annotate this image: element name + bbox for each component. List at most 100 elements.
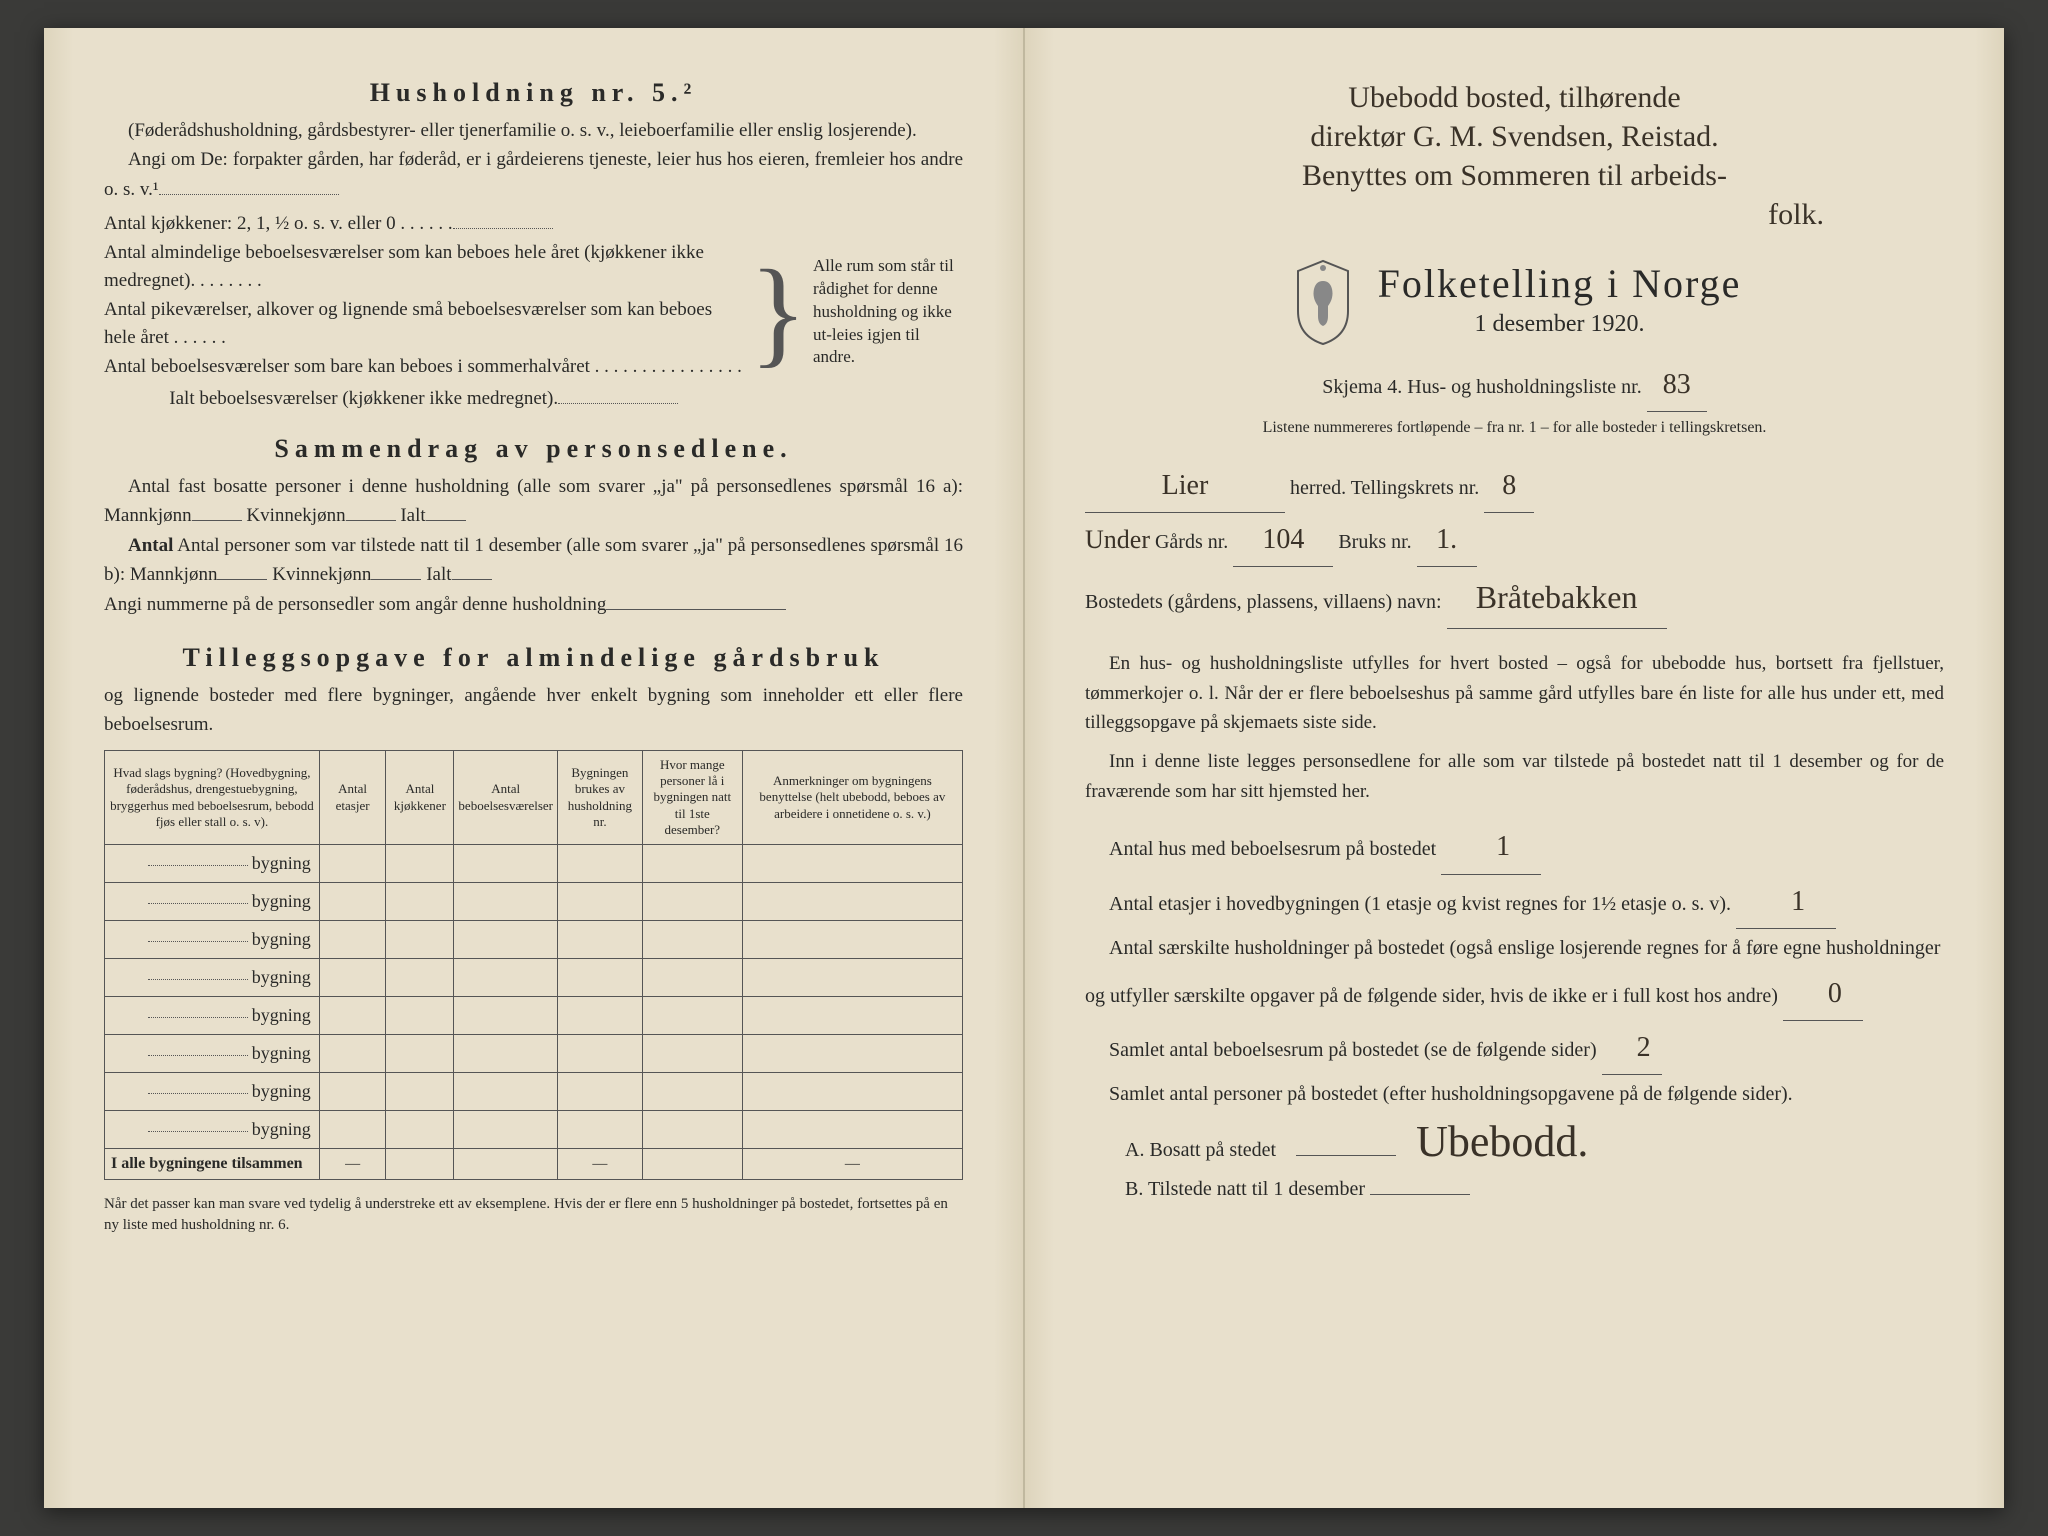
- summary-p1b: Kvinnekjønn: [246, 505, 345, 526]
- schema-label: Skjema 4. Hus- og husholdningsliste nr.: [1322, 376, 1641, 398]
- bygning-label: bygning: [252, 1043, 311, 1063]
- room-line3: Antal beboelsesværelser som bare kan beb…: [104, 353, 743, 382]
- bygning-label: bygning: [252, 967, 311, 987]
- line1-label: Antal hus med beboelsesrum på bostedet: [1109, 838, 1436, 860]
- table-row: bygning: [105, 845, 963, 883]
- bygning-label: bygning: [252, 1119, 311, 1139]
- line3-val: 0: [1783, 967, 1863, 1021]
- table-header-row: Hvad slags bygning? (Hovedbygning, føder…: [105, 750, 963, 844]
- building-table: Hvad slags bygning? (Hovedbygning, føder…: [104, 750, 963, 1180]
- line-b: B. Tilstede natt til 1 desember: [1125, 1170, 1944, 1208]
- line4-val: 2: [1602, 1021, 1662, 1075]
- th-4: Bygningen brukes av husholdning nr.: [558, 750, 643, 844]
- gards-nr: 104: [1233, 513, 1333, 567]
- herred-row: Lier herred. Tellingskrets nr. 8: [1085, 459, 1944, 513]
- gards-label: Gårds nr.: [1155, 531, 1228, 553]
- count-line1: Antal hus med beboelsesrum på bostedet 1: [1085, 820, 1944, 874]
- document-spread: Husholdning nr. 5.² (Føderådshusholdning…: [44, 28, 2004, 1508]
- summary-title: Sammendrag av personsedlene.: [104, 434, 963, 464]
- room-lines: Antal kjøkkener: 2, 1, ½ o. s. v. eller …: [104, 210, 743, 414]
- bruks-nr: 1.: [1417, 513, 1477, 567]
- household-para2-text: Angi om De: forpakter gården, har føderå…: [104, 149, 963, 199]
- bygning-label: bygning: [252, 929, 311, 949]
- hand-line3: Benyttes om Sommeren til arbeids-: [1085, 156, 1944, 195]
- bosted-val: Bråtebakken: [1447, 567, 1667, 629]
- left-page: Husholdning nr. 5.² (Føderådshusholdning…: [44, 28, 1024, 1508]
- krets-nr: 8: [1484, 459, 1534, 513]
- coat-of-arms-icon: [1288, 256, 1358, 346]
- handwritten-note: Ubebodd bosted, tilhørende direktør G. M…: [1085, 78, 1944, 234]
- th-1: Antal etasjer: [319, 750, 386, 844]
- line1-val: 1: [1441, 820, 1541, 874]
- room-line1: Antal almindelige beboelsesværelser som …: [104, 239, 743, 296]
- summary-p2b: Kvinnekjønn: [272, 564, 371, 585]
- bygning-label: bygning: [252, 891, 311, 911]
- kitchen-text: Antal kjøkkener: 2, 1, ½ o. s. v. eller …: [104, 213, 453, 234]
- table-row: bygning: [105, 1073, 963, 1111]
- gards-row: Under Gårds nr. 104 Bruks nr. 1.: [1085, 513, 1944, 567]
- tillegg-sub: og lignende bosteder med flere bygninger…: [104, 681, 963, 740]
- bracket-note: Alle rum som står til rådighet for denne…: [813, 255, 963, 370]
- date-line: 1 desember 1920.: [1378, 311, 1742, 338]
- lineB-label: B. Tilstede natt til 1 desember: [1125, 1178, 1365, 1200]
- list-note: Listene nummereres fortløpende – fra nr.…: [1085, 416, 1944, 441]
- table-footer-row: I alle bygningene tilsammen———: [105, 1149, 963, 1180]
- room-total-text: Ialt beboelsesværelser (kjøkkener ikke m…: [169, 388, 558, 409]
- lineA-val: Ubebodd.: [1416, 1113, 1588, 1170]
- footnote: Når det passer kan man svare ved tydelig…: [104, 1194, 963, 1236]
- para2: Inn i denne liste legges personsedlene f…: [1085, 747, 1944, 806]
- table-row: bygning: [105, 1111, 963, 1149]
- lineA-label: A. Bosatt på stedet: [1125, 1131, 1276, 1169]
- bosted-label: Bostedets (gårdens, plassens, villaens) …: [1085, 591, 1442, 613]
- household-para2: Angi om De: forpakter gården, har føderå…: [104, 145, 963, 204]
- schema-line: Skjema 4. Hus- og husholdningsliste nr. …: [1085, 358, 1944, 412]
- para1: En hus- og husholdningsliste utfylles fo…: [1085, 649, 1944, 737]
- summary-p2: Antal Antal personer som var tilstede na…: [104, 531, 963, 590]
- summary-p3: Angi nummerne på de personsedler som ang…: [104, 590, 963, 619]
- count-line5: Samlet antal personer på bostedet (efter…: [1085, 1075, 1944, 1113]
- count-line3: Antal særskilte husholdninger på bostede…: [1085, 929, 1944, 1021]
- right-page: Ubebodd bosted, tilhørende direktør G. M…: [1024, 28, 2004, 1508]
- bosted-row: Bostedets (gårdens, plassens, villaens) …: [1085, 567, 1944, 629]
- table-footer-label: I alle bygningene tilsammen: [105, 1149, 320, 1180]
- summary-p3-text: Angi nummerne på de personsedler som ang…: [104, 594, 606, 615]
- th-3: Antal beboelsesværelser: [454, 750, 558, 844]
- th-2: Antal kjøkkener: [386, 750, 454, 844]
- summary-p1: Antal fast bosatte personer i denne hush…: [104, 472, 963, 531]
- table-row: bygning: [105, 1035, 963, 1073]
- household-title: Husholdning nr. 5.²: [104, 78, 963, 108]
- table-row: bygning: [105, 959, 963, 997]
- summary-p1c: Ialt: [400, 505, 425, 526]
- hand-line1: Ubebodd bosted, tilhørende: [1085, 78, 1944, 117]
- table-row: bygning: [105, 997, 963, 1035]
- bygning-label: bygning: [252, 1081, 311, 1101]
- count-line2: Antal etasjer i hovedbygningen (1 etasje…: [1085, 875, 1944, 929]
- schema-nr: 83: [1647, 358, 1707, 412]
- brace-icon: }: [749, 261, 807, 363]
- main-title: Folketelling i Norge: [1378, 260, 1742, 307]
- line-a: A. Bosatt på stedet Ubebodd.: [1125, 1113, 1944, 1170]
- table-row: bygning: [105, 921, 963, 959]
- room-total: Ialt beboelsesværelser (kjøkkener ikke m…: [104, 385, 743, 414]
- count-line4: Samlet antal beboelsesrum på bostedet (s…: [1085, 1021, 1944, 1075]
- room-bracket-group: Antal kjøkkener: 2, 1, ½ o. s. v. eller …: [104, 210, 963, 414]
- table-row: bygning: [105, 883, 963, 921]
- bygning-label: bygning: [252, 853, 311, 873]
- th-5: Hvor mange personer lå i bygningen natt …: [642, 750, 742, 844]
- bygning-label: bygning: [252, 1005, 311, 1025]
- table-body: bygning bygning bygning bygning bygning …: [105, 845, 963, 1180]
- kitchen-line: Antal kjøkkener: 2, 1, ½ o. s. v. eller …: [104, 210, 743, 239]
- hand-line4: folk.: [1085, 195, 1944, 234]
- line4-label: Samlet antal beboelsesrum på bostedet (s…: [1109, 1039, 1597, 1061]
- summary-p2c: Ialt: [426, 564, 451, 585]
- th-6: Anmerkninger om bygningens benyttelse (h…: [742, 750, 962, 844]
- herred-label: herred. Tellingskrets nr.: [1290, 477, 1479, 499]
- under-label: Under: [1085, 525, 1150, 554]
- herred-val: Lier: [1085, 459, 1285, 513]
- tillegg-title: Tilleggsopgave for almindelige gårdsbruk: [104, 643, 963, 673]
- household-para1: (Føderådshusholdning, gårdsbestyrer- ell…: [104, 116, 963, 145]
- th-0: Hvad slags bygning? (Hovedbygning, føder…: [105, 750, 320, 844]
- title-row: Folketelling i Norge 1 desember 1920.: [1085, 244, 1944, 358]
- summary-p1a: Antal fast bosatte personer i denne hush…: [104, 476, 963, 526]
- line2-val: 1: [1736, 875, 1836, 929]
